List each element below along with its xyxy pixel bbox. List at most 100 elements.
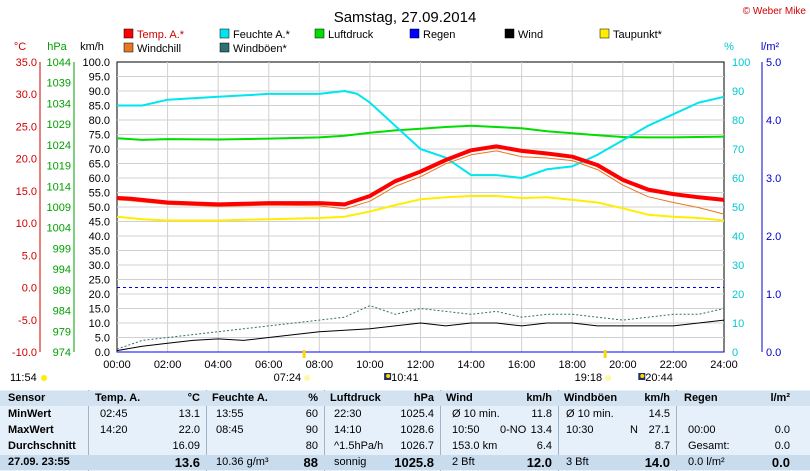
table-cell: 0.0 [774,440,790,452]
table-cell: Ø 10 min. [452,408,500,420]
legend-swatch [219,28,230,39]
temp-tick-label: 35.0 [16,57,37,69]
table-cell: 22.0 [178,424,200,436]
wind-tick-label: 70.0 [89,144,110,156]
wind-tick-label: 0.0 [95,347,110,359]
wind-unit-label: km/h [80,41,104,53]
legend-label: Windchill [137,43,181,55]
pressure-tick-label: 1004 [47,223,71,235]
legend-label: Taupunkt* [613,29,663,41]
table-row: Durchschnitt 16.09 80 ^1.5hPa/h 1026.7 153.0 … [0,439,810,454]
grid [117,62,724,352]
table-cell: Temp. A. [95,392,141,404]
x-tick-label: 12:00 [407,359,435,371]
temp-tick-label: 5.0 [22,250,37,262]
x-tick-label: 10:00 [356,359,384,371]
table-cell: 16.09 [172,440,200,452]
wind-tick-label: 40.0 [89,231,110,243]
series-lines [116,90,725,353]
table-cell: Gesamt: [688,440,730,452]
wind-tick-label: 35.0 [89,246,110,258]
table-cell: N [630,424,638,436]
chart-title: Samstag, 27.09.2014 [334,9,477,26]
table-cell: Ø 10 min. [566,408,614,420]
legend-label: Temp. A.* [137,29,185,41]
pressure-tick-label: 1029 [47,119,71,131]
wind-tick-label: 55.0 [89,188,110,200]
table-cell: 0.0 l/m² [688,456,725,468]
series-temp-a [116,144,725,207]
table-cell: km/h [526,392,552,404]
x-tick-label: 16:00 [508,359,536,371]
table-cell: 1028.6 [400,424,434,436]
axis-unit-labels: °C hPa km/h% l/m² [14,41,780,53]
pressure-tick-label: 1039 [47,78,71,90]
legend-swatch [504,28,515,39]
table-cell: 02:45 [100,408,128,420]
legend-swatch [123,42,134,53]
temp-tick-label: 30.0 [16,89,37,101]
humidity-tick-label: 70 [732,144,744,156]
x-tick-label: 02:00 [154,359,182,371]
legend-label: Windböen* [233,43,288,55]
time-markers: 07:24 19:18 10:41 20:44 11:54 [10,350,673,384]
humidity-tick-label: 0 [732,347,738,359]
table-cell: 10:50 [452,424,480,436]
table-row: MinWert 02:45 13.1 13:55 60 22:30 1025.4 Ø 10 m… [0,407,810,422]
table-cell: 10.36 g/m³ [216,456,269,468]
table-cell: 13:55 [216,408,244,420]
pressure-tick-label: 1019 [47,161,71,173]
x-tick-label: 08:00 [306,359,334,371]
legend-swatch [123,28,134,39]
legend-swatch [409,28,420,39]
wind-tick-label: 50.0 [89,202,110,214]
copyright-text: © Weber Mike [743,6,807,17]
x-tick-label: 00:00 [103,359,131,371]
table-cell: 153.0 km [452,440,498,452]
table-cell: 2 Bft [452,456,475,468]
pressure-tick-label: 974 [53,347,71,359]
pressure-tick-label: 1014 [47,181,71,193]
table-cell: 80 [305,440,318,452]
table-cell: 0-NO [500,424,527,436]
moon-glyph [386,374,391,378]
humidity-tick-label: 30 [732,260,744,272]
axes: 35.0 30.0 25.0 20.0 15.0 10.0 5.0 0.0 -5.0 -10.0 1… [12,57,781,371]
pressure-tick-label: 989 [53,285,71,297]
table-cell: 14.0 [644,455,670,470]
pressure-tick-label: 1044 [47,57,71,69]
humidity-tick-label: 50 [732,202,744,214]
wind-tick-label: 20.0 [89,289,110,301]
humidity-tick-label: 80 [732,115,744,127]
table-cell: 13.4 [530,424,552,436]
sun-icon [304,375,311,381]
humidity-tick-label: 20 [732,289,744,301]
wind-tick-label: 95.0 [89,72,110,84]
rain-tick-label: 5.0 [766,57,781,69]
table-cell: 1025.4 [400,408,434,420]
table-cell: MinWert [8,408,52,420]
table-column-divider [88,390,89,471]
table-cell: °C [187,392,200,404]
table-row: MaxWert 14:20 22.0 08:45 90 14:10 1028.6 10:50 0… [0,423,810,438]
series-wind [116,319,725,352]
table-cell: 13.1 [178,408,200,420]
current-time-label: 11:54 [10,372,37,384]
moon-marker-time: 10:41 [391,372,419,384]
pressure-tick-label: 984 [53,306,71,318]
wind-tick-label: 45.0 [89,217,110,229]
legend: Temp. A.* Feuchte A.* Luftdruck Regen Wind Ta… [123,28,663,55]
table-cell: Sensor [8,392,46,404]
temp-tick-label: 0.0 [22,283,37,295]
x-tick-label: 04:00 [204,359,232,371]
wind-tick-label: 90.0 [89,86,110,98]
table-cell: km/h [644,392,670,404]
rain-tick-label: 1.0 [766,289,781,301]
rain-tick-label: 3.0 [766,173,781,185]
table-cell: % [308,392,318,404]
temp-tick-label: 15.0 [16,186,37,198]
table-cell: 10:30 [566,424,594,436]
wind-tick-label: 85.0 [89,101,110,113]
wind-tick-label: 65.0 [89,159,110,171]
humidity-tick-label: 40 [732,231,744,243]
